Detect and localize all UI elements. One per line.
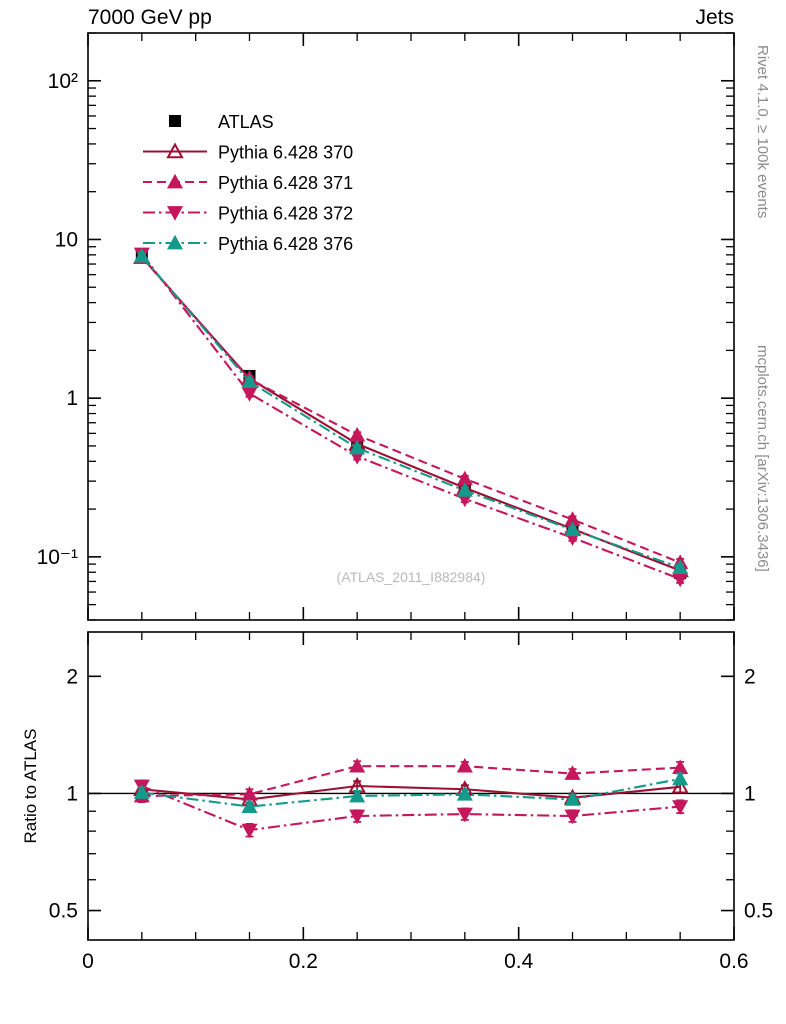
main-line — [141, 256, 681, 564]
ratio-marker — [456, 757, 473, 773]
legend-item-3: Pythia 6.428 372 — [143, 204, 353, 224]
legend-marker-4 — [166, 234, 184, 250]
legend-item-0: ATLAS — [169, 112, 274, 132]
main-marker — [564, 521, 581, 537]
ratio-y-axis-label: Ratio to ATLAS — [21, 729, 40, 844]
ratio-marker — [241, 823, 258, 839]
x-tick-label: 0.2 — [289, 950, 318, 973]
ratio-series-3 — [133, 770, 689, 813]
legend-item-2: Pythia 6.428 371 — [143, 173, 353, 193]
main-y-tick-labels: 10² 10 1 10⁻¹ — [37, 70, 78, 569]
main-line — [141, 256, 681, 572]
ratio-panel: 2 2 1 1 0.5 0.5 Ratio to ATLAS 0 0.2 0.4 0.6 — [21, 631, 773, 973]
legend-marker-0 — [169, 115, 181, 127]
header-beam-label: 7000 GeV pp — [88, 6, 212, 29]
ratio-marker — [672, 770, 689, 786]
main-marker — [672, 572, 689, 588]
ratio-marker — [349, 757, 366, 773]
ratio-line — [141, 785, 681, 832]
ratio-marker — [349, 787, 366, 803]
ratio-y-tick-labels: 2 2 1 1 0.5 0.5 — [49, 665, 773, 922]
header-analysis-label: Jets — [695, 6, 734, 29]
legend-label: Pythia 6.428 376 — [218, 234, 353, 254]
ratio-series-group — [133, 757, 689, 839]
side-label-rivet: Rivet 4.1.0, ≥ 100k events — [754, 45, 771, 218]
ratio-line — [141, 784, 681, 801]
side-label-mcplots: mcplots.cern.ch [arXiv:1306.3436] — [754, 345, 771, 572]
legend-label: Pythia 6.428 371 — [218, 173, 353, 193]
ratio-marker — [672, 800, 689, 815]
ratio-marker — [671, 777, 689, 794]
main-y-tick-label: 10 — [55, 228, 78, 251]
ratio-y-tick-label: 1 — [66, 782, 78, 805]
main-line — [140, 253, 681, 580]
ratio-marker — [456, 786, 473, 801]
legend-item-1: Pythia 6.428 370 — [143, 142, 353, 163]
legend-marker-3 — [166, 206, 184, 221]
main-series-group — [133, 247, 689, 588]
main-y-tick-label: 10² — [48, 70, 78, 93]
ratio-marker — [564, 791, 581, 806]
ratio-y-tick-label-right: 2 — [744, 665, 756, 688]
legend-marker-2 — [166, 173, 184, 189]
legend-label: Pythia 6.428 372 — [218, 204, 353, 224]
main-marker — [672, 559, 689, 574]
ratio-axis-ticks — [87, 632, 735, 940]
x-tick-label: 0 — [82, 950, 94, 973]
main-series-3 — [133, 247, 689, 588]
ratio-marker — [564, 765, 581, 780]
ratio-marker — [241, 798, 258, 813]
main-panel-frame — [87, 32, 735, 621]
main-series-0 — [135, 249, 687, 580]
x-tick-label: 0.4 — [504, 950, 534, 973]
main-series-1 — [133, 247, 689, 578]
main-marker — [241, 387, 258, 402]
main-y-tick-label: 1 — [66, 387, 78, 410]
main-panel: 10² 10 1 10⁻¹ (ATLAS_2011_I882984) ATLAS Pyt… — [37, 32, 735, 621]
ratio-y-tick-label: 0.5 — [49, 900, 78, 923]
ratio-series-0 — [133, 776, 689, 807]
main-marker — [456, 482, 473, 497]
legend-label: Pythia 6.428 370 — [218, 143, 353, 163]
ratio-marker — [133, 784, 150, 799]
analysis-watermark: (ATLAS_2011_I882984) — [337, 569, 486, 585]
main-marker — [349, 426, 366, 442]
ratio-marker — [456, 807, 473, 823]
main-series-2 — [133, 249, 689, 569]
main-y-tick-label: 10⁻¹ — [37, 546, 78, 569]
main-marker — [241, 373, 258, 389]
legend: ATLAS Pythia 6.428 370 Pythia 6.428 371 Pyt… — [143, 112, 353, 254]
ratio-line — [141, 777, 681, 808]
main-marker — [349, 439, 366, 455]
main-line — [141, 255, 681, 569]
ratio-series-2 — [133, 779, 689, 839]
x-tick-label: 0.6 — [719, 950, 748, 973]
main-series-4 — [133, 247, 689, 574]
main-marker — [133, 247, 150, 263]
ratio-panel-frame — [87, 631, 735, 941]
ratio-line — [141, 765, 681, 798]
ratio-y-tick-label-right: 0.5 — [744, 900, 773, 923]
ratio-marker — [564, 809, 581, 825]
ratio-y-tick-label: 2 — [66, 665, 78, 688]
legend-label: ATLAS — [218, 112, 274, 132]
main-axis-ticks — [87, 32, 735, 621]
legend-item-4: Pythia 6.428 376 — [143, 234, 353, 254]
x-tick-labels: 0 0.2 0.4 0.6 — [82, 950, 748, 973]
ratio-marker — [349, 809, 366, 825]
ratio-y-tick-label-right: 1 — [744, 782, 756, 805]
legend-marker-1 — [166, 142, 184, 159]
